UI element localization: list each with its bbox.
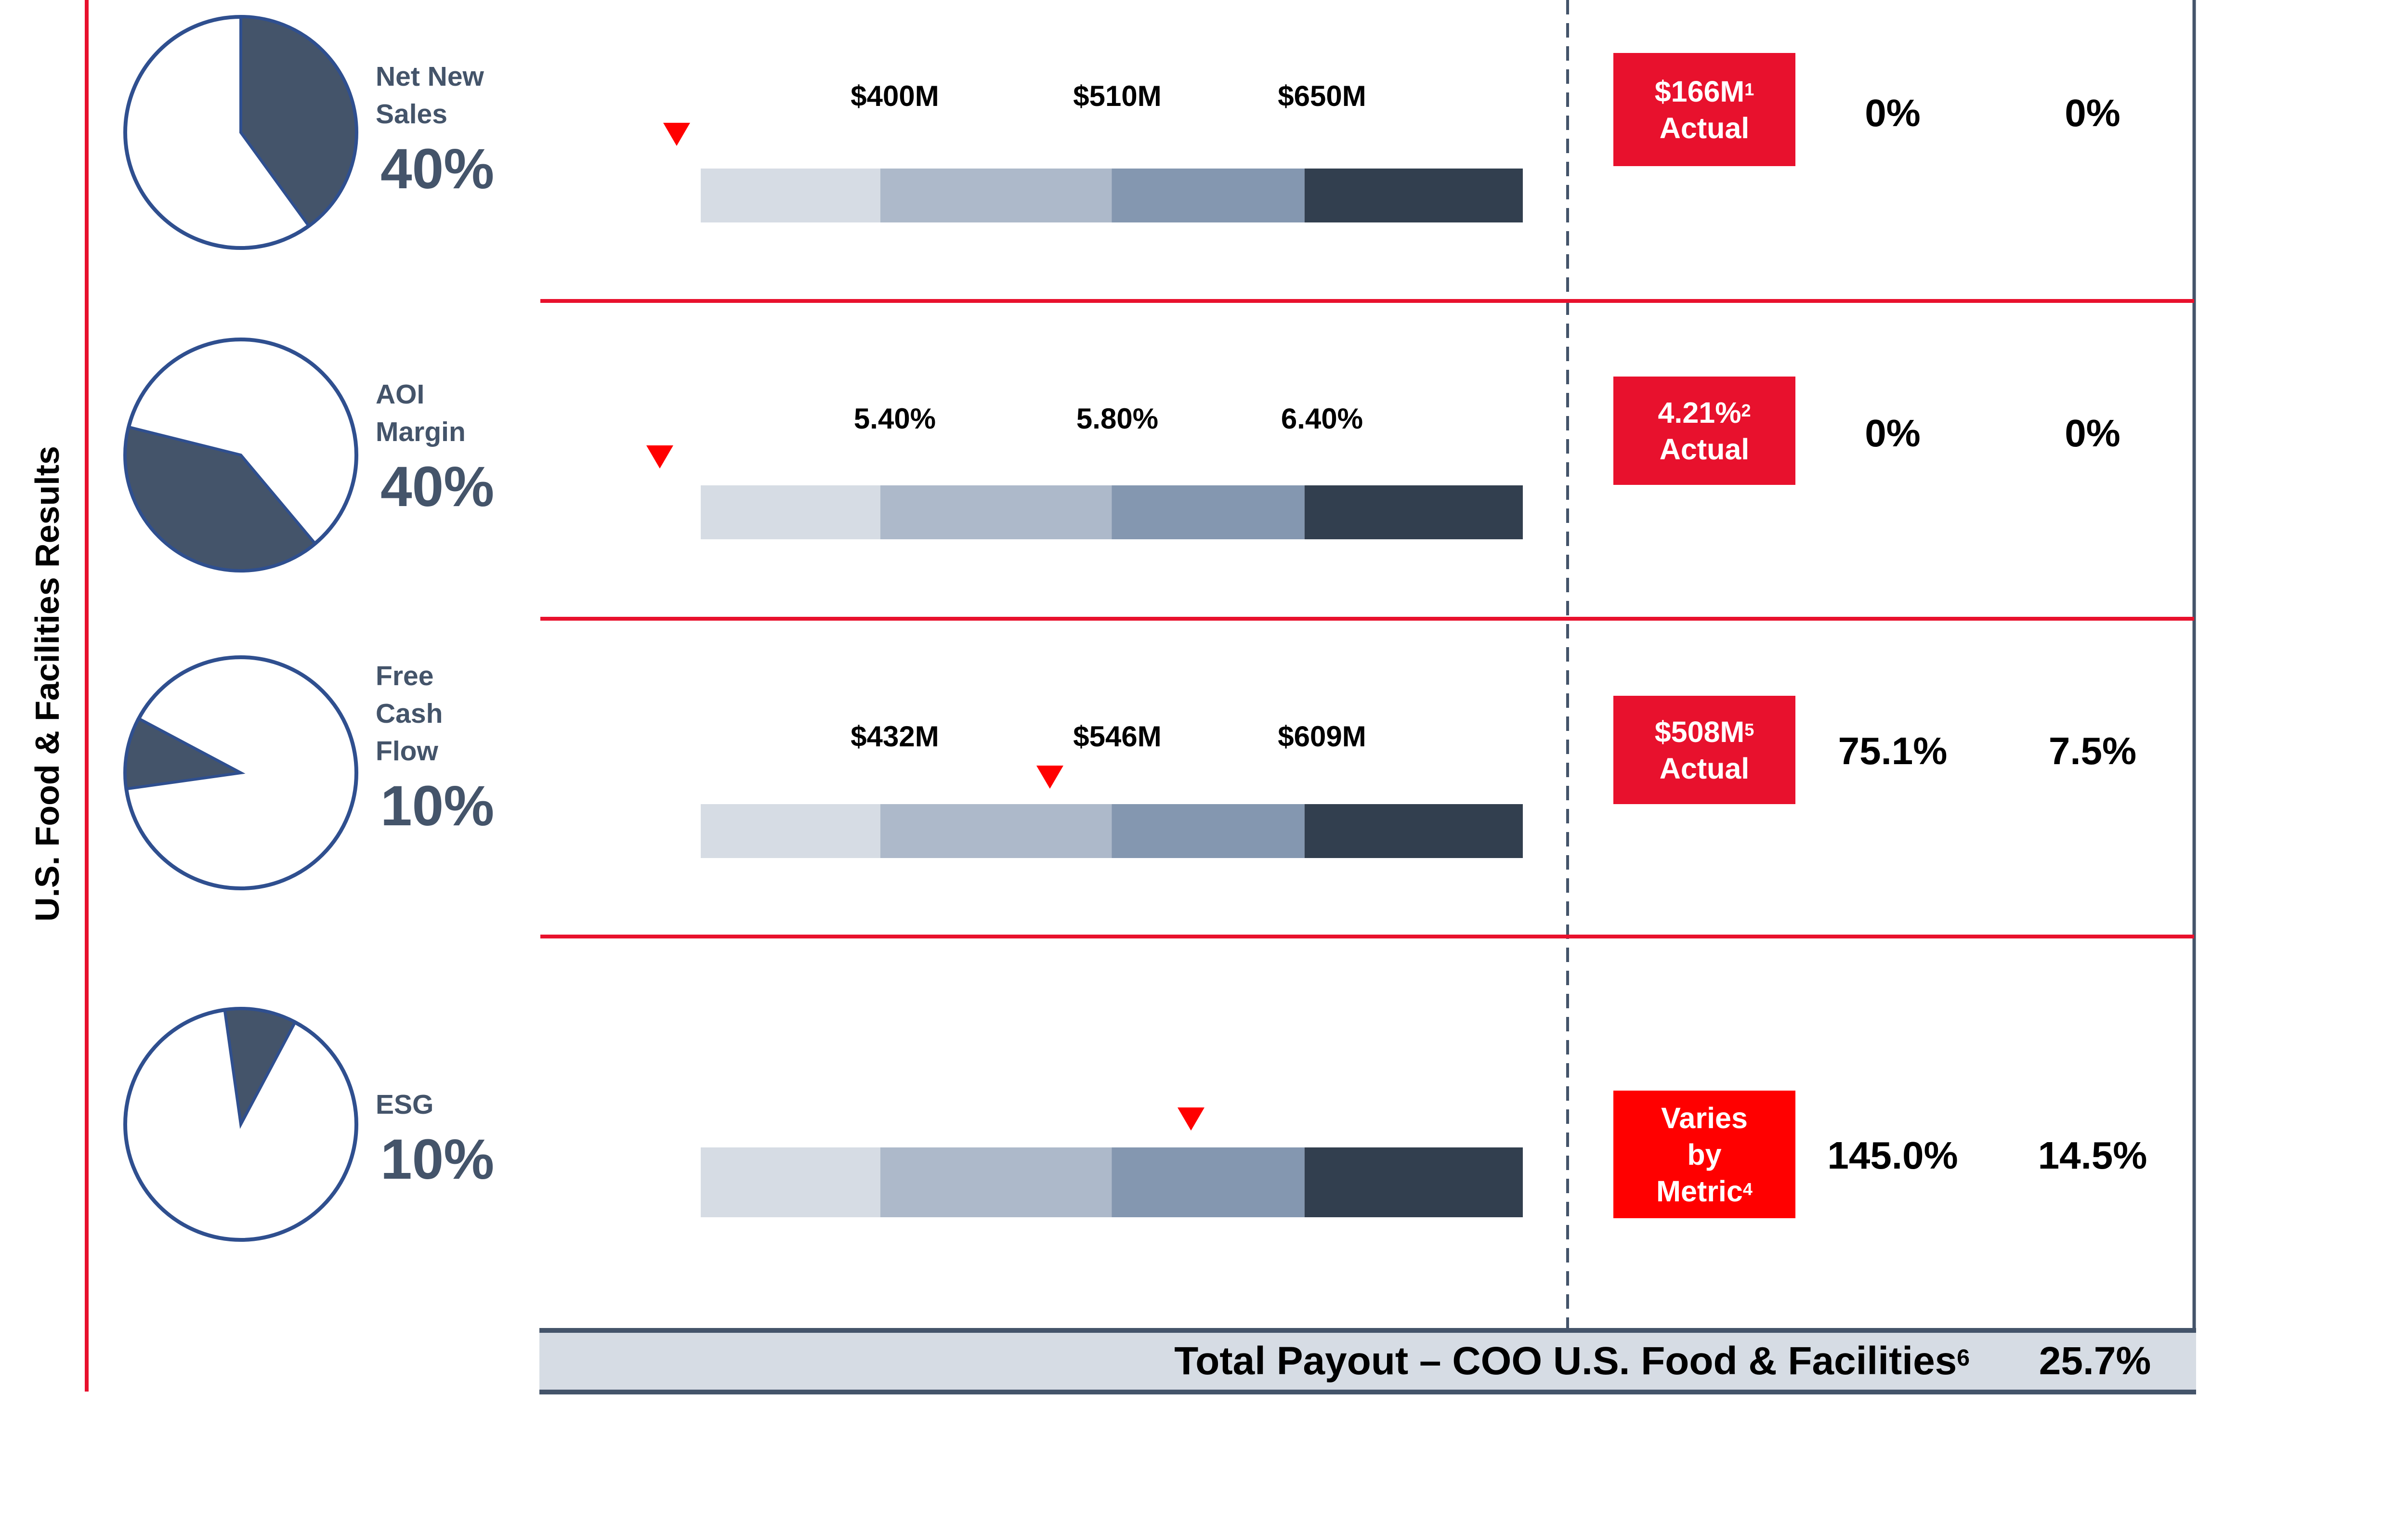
threshold-label: $546M [1073, 720, 1162, 753]
actual-footnote: 1 [1744, 79, 1754, 99]
performance-bar-segment [880, 1147, 1112, 1217]
total-payout-label: Total Payout – COO U.S. Food & Facilitie… [1174, 1335, 1970, 1388]
metric-name-line: Net New [376, 61, 484, 92]
payout-value: 0% [2065, 412, 2120, 455]
total-payout-text: Total Payout – COO U.S. Food & Facilitie… [1174, 1339, 1957, 1383]
metric-name-line: AOI [376, 379, 425, 410]
total-payout-footnote: 6 [1957, 1345, 1970, 1371]
performance-bar-segment [1304, 485, 1523, 539]
achievement-value: 0% [1865, 91, 1921, 134]
metric-name-line: ESG [376, 1089, 434, 1120]
performance-bar-segment [1112, 804, 1305, 858]
metric-name-line: Flow [376, 736, 438, 767]
actual-value-box: 4.21%2 Actual [1613, 377, 1795, 485]
achievement-value: 75.1% [1838, 729, 1948, 772]
payout-value: 14.5% [2038, 1134, 2147, 1177]
total-payout-bar [539, 1328, 2196, 1394]
threshold-label: $609M [1278, 720, 1366, 753]
metric-name: ESG [376, 1086, 433, 1123]
actual-value-line: Varies [1661, 1101, 1748, 1134]
actual-marker [1036, 766, 1063, 789]
metric-name-line: Sales [376, 99, 447, 130]
actual-footnote: 2 [1741, 400, 1751, 420]
performance-bar-segment [1304, 169, 1523, 222]
actual-footnote: 4 [1742, 1179, 1753, 1199]
actual-value-line: 4.21%2 [1658, 396, 1751, 429]
performance-bar-segment [1112, 1147, 1305, 1217]
threshold-label: 5.80% [1076, 403, 1159, 435]
weight-pie-slice [223, 1007, 297, 1129]
metric-weight: 40% [380, 137, 495, 201]
actual-value-line: $166M1 [1654, 75, 1754, 108]
actual-marker [646, 445, 673, 469]
actual-value-box: $508M5 Actual [1613, 696, 1795, 804]
actual-marker [1178, 1107, 1204, 1131]
actual-value-box: $166M1 Actual [1613, 53, 1795, 166]
threshold-label: $432M [851, 720, 939, 753]
section-label: U.S. Food & Facilities Results [28, 446, 66, 922]
performance-bar-segment [880, 485, 1112, 539]
rows-layer [123, 15, 2194, 1242]
performance-bar-segment [1304, 1147, 1523, 1217]
metric-weight: 10% [380, 774, 495, 838]
metric-name-line: Cash [376, 698, 443, 729]
metric-name: Free Cash Flow [376, 657, 443, 770]
metric-weight: 10% [380, 1128, 495, 1191]
achievement-value: 0% [1865, 412, 1921, 455]
actual-value-line: by [1687, 1138, 1722, 1171]
threshold-label: $510M [1073, 80, 1162, 112]
payout-value: 0% [2065, 91, 2120, 134]
actual-label: Actual [1659, 111, 1750, 144]
threshold-label: $400M [851, 80, 939, 112]
metric-name: AOI Margin [376, 376, 466, 451]
actual-footnote: 5 [1744, 719, 1754, 740]
performance-bar-segment [701, 804, 880, 858]
metric-name: Net New Sales [376, 58, 484, 133]
weight-pie-slice [124, 716, 246, 791]
actual-value-line: Metric4 [1656, 1174, 1753, 1208]
performance-bar-segment [880, 804, 1112, 858]
actual-value-line: $508M5 [1654, 715, 1754, 748]
performance-bar-segment [1112, 485, 1305, 539]
actual-marker [663, 123, 690, 146]
total-payout-value: 25.7% [2039, 1339, 2151, 1383]
actual-label: Actual [1659, 432, 1750, 466]
threshold-label: $650M [1278, 80, 1366, 112]
performance-bar-segment [701, 169, 880, 222]
weight-pie-slice [124, 425, 317, 572]
metric-name-line: Free [376, 661, 434, 691]
weight-pie-slice [239, 15, 358, 228]
threshold-label: 5.40% [853, 403, 936, 435]
payout-value: 7.5% [2048, 729, 2137, 772]
threshold-label: 6.40% [1281, 403, 1363, 435]
performance-bar-segment [1112, 169, 1305, 222]
achievement-value: 145.0% [1827, 1134, 1958, 1177]
metric-weight: 40% [380, 455, 495, 519]
performance-bar-segment [701, 1147, 880, 1217]
performance-bar-segment [701, 485, 880, 539]
actual-label: Actual [1659, 752, 1750, 785]
actual-value-box: Varies by Metric4 [1613, 1091, 1795, 1218]
performance-bar-segment [880, 169, 1112, 222]
performance-bar-segment [1304, 804, 1523, 858]
metric-name-line: Margin [376, 417, 466, 447]
